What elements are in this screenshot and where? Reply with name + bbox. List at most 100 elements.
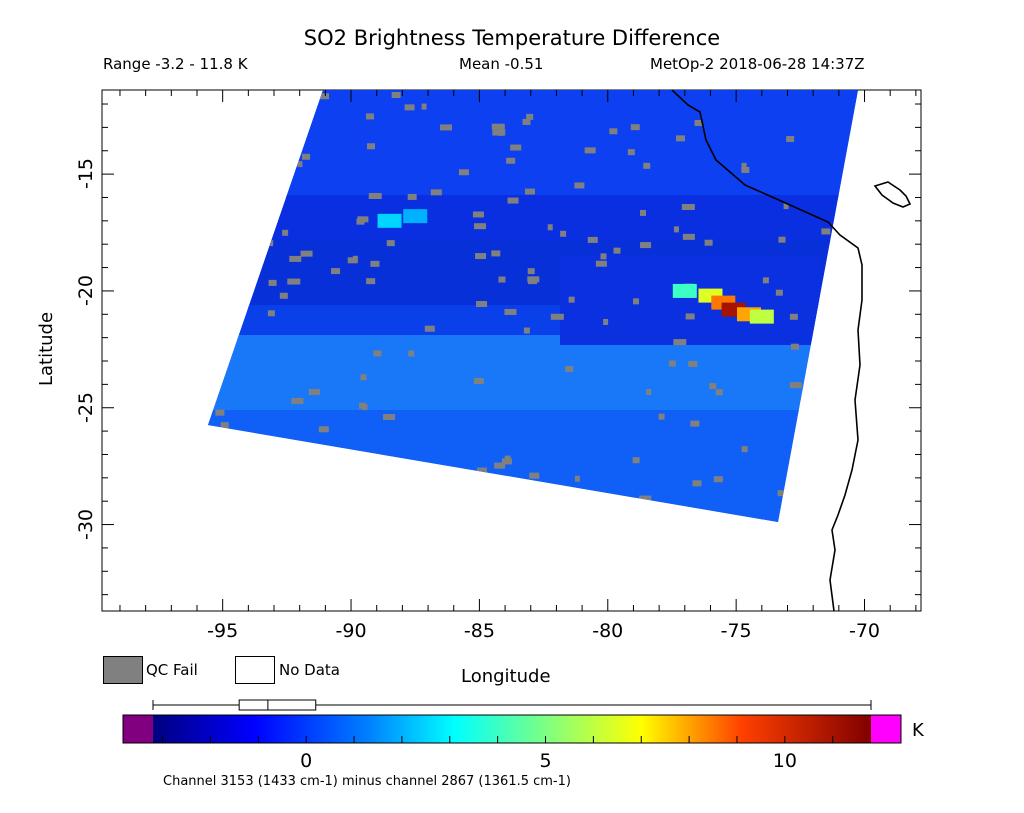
qc-fail-pixel bbox=[523, 327, 530, 334]
qc-fail-pixel bbox=[595, 260, 607, 267]
qc-fail-pixel bbox=[474, 223, 487, 230]
qc-fail-pixel bbox=[215, 409, 225, 416]
x-tick-label: -90 bbox=[335, 620, 367, 642]
qc-fail-pixel bbox=[408, 350, 415, 357]
qc-fail-pixel bbox=[560, 230, 567, 237]
plume-cell bbox=[403, 209, 428, 224]
qc-fail-pixel bbox=[783, 203, 789, 210]
y-axis-label: Latitude bbox=[36, 311, 58, 387]
qc-fail-pixel bbox=[373, 350, 382, 357]
qc-fail-pixel bbox=[632, 298, 639, 305]
qc-fail-pixel bbox=[302, 153, 311, 160]
qc-fail-pixel bbox=[308, 388, 320, 395]
qc-fail-pixel bbox=[498, 276, 506, 283]
satellite-time-text: MetOp-2 2018-06-28 14:37Z bbox=[650, 55, 865, 73]
coastline bbox=[671, 89, 863, 612]
qc-fail-pixel bbox=[368, 193, 382, 200]
qc-fail-pixel bbox=[331, 268, 341, 275]
qc-fail-pixel bbox=[289, 255, 302, 262]
qc-fail-pixel bbox=[704, 239, 713, 246]
qc-fail-pixel bbox=[316, 93, 329, 100]
so2-plume bbox=[377, 209, 774, 324]
qc-fail-pixel bbox=[491, 123, 505, 130]
plume-cell bbox=[749, 309, 774, 324]
plume-cell bbox=[672, 283, 697, 298]
qc-fail-pixel bbox=[646, 389, 652, 396]
qc-fail-pixel bbox=[365, 113, 374, 120]
colorbar-gradient bbox=[153, 715, 871, 743]
qc-fail-pixel bbox=[681, 204, 695, 211]
qc-fail-pixel bbox=[347, 257, 358, 264]
no-data-swatch bbox=[235, 656, 275, 684]
qc-fail-pixel bbox=[220, 422, 229, 429]
qc-fail-pixel bbox=[685, 313, 695, 320]
colorbar-tick-label: 0 bbox=[300, 750, 313, 772]
qc-fail-pixel bbox=[550, 313, 564, 320]
qc-fail-pixel bbox=[574, 475, 580, 482]
qc-fail-pixel bbox=[287, 278, 301, 285]
qc-fail-pixel bbox=[565, 365, 574, 372]
qc-fail-pixel bbox=[682, 233, 695, 240]
qc-fail-pixel bbox=[267, 310, 275, 317]
qc-fail-pixel bbox=[600, 253, 607, 260]
y-tick-label: -20 bbox=[75, 274, 98, 306]
qc-fail-pixel bbox=[694, 120, 703, 127]
qc-fail-pixel bbox=[786, 136, 795, 143]
qc-fail-pixel bbox=[603, 318, 609, 325]
qc-fail-pixel bbox=[473, 377, 484, 384]
qc-fail-pixel bbox=[574, 182, 585, 189]
qc-fail-pixel bbox=[639, 495, 652, 502]
qc-fail-pixel bbox=[526, 113, 534, 120]
qc-fail-pixel bbox=[506, 157, 516, 164]
colorbar-unit: K bbox=[912, 720, 924, 741]
qc-fail-pixel bbox=[367, 143, 376, 150]
qc-fail-pixel bbox=[547, 224, 553, 231]
qc-fail-pixel bbox=[692, 480, 702, 487]
qc-fail-label: QC Fail bbox=[146, 661, 198, 679]
qc-fail-pixel bbox=[458, 169, 469, 176]
qc-fail-pixel bbox=[658, 413, 665, 420]
colorbar-tick-label: 10 bbox=[772, 750, 797, 772]
qc-fail-pixel bbox=[709, 383, 717, 390]
qc-fail-pixel bbox=[472, 211, 484, 218]
qc-fail-pixel bbox=[430, 189, 442, 196]
qc-fail-pixel bbox=[627, 149, 635, 156]
qc-fail-pixel bbox=[494, 462, 506, 469]
qc-fail-pixel bbox=[282, 229, 289, 236]
qc-fail-pixel bbox=[821, 228, 831, 235]
x-tick-label: -80 bbox=[592, 620, 624, 642]
qc-fail-pixel bbox=[688, 360, 698, 367]
qc-fail-pixel bbox=[715, 389, 723, 396]
qc-fail-pixel bbox=[404, 104, 415, 111]
qc-fail-pixel bbox=[522, 118, 531, 125]
distribution-boxplot bbox=[152, 699, 872, 711]
qc-fail-pixel bbox=[529, 472, 540, 479]
qc-fail-pixel bbox=[527, 268, 535, 275]
qc-fail-pixel bbox=[510, 144, 522, 151]
colorbar-overflow bbox=[871, 715, 901, 743]
qc-fail-pixel bbox=[383, 413, 396, 420]
qc-fail-pixel bbox=[370, 260, 380, 267]
range-text: Range -3.2 - 11.8 K bbox=[103, 55, 248, 73]
colorbar-tick-label: 5 bbox=[539, 750, 552, 772]
qc-fail-pixel bbox=[587, 236, 598, 243]
mean-text: Mean -0.51 bbox=[459, 55, 544, 73]
qc-fail-pixel bbox=[632, 457, 640, 464]
x-axis-label: Longitude bbox=[461, 666, 551, 687]
qc-fail-pixel bbox=[668, 360, 676, 367]
qc-fail-pixel bbox=[528, 278, 538, 285]
plume-cell bbox=[377, 213, 402, 228]
qc-fail-pixel bbox=[268, 279, 277, 286]
qc-fail-pixel bbox=[359, 402, 367, 409]
qc-fail-pixel bbox=[476, 467, 487, 474]
qc-fail-pixel bbox=[386, 240, 395, 247]
island bbox=[873, 181, 912, 208]
x-tick-label: -75 bbox=[720, 620, 752, 642]
qc-fail-pixel bbox=[741, 162, 747, 169]
qc-fail-pixel bbox=[775, 289, 783, 296]
qc-fail-pixel bbox=[790, 343, 799, 350]
qc-fail-pixel bbox=[639, 209, 646, 216]
qc-fail-pixel bbox=[690, 420, 700, 427]
qc-fail-pixel bbox=[789, 313, 798, 320]
qc-fail-pixel bbox=[524, 188, 535, 195]
